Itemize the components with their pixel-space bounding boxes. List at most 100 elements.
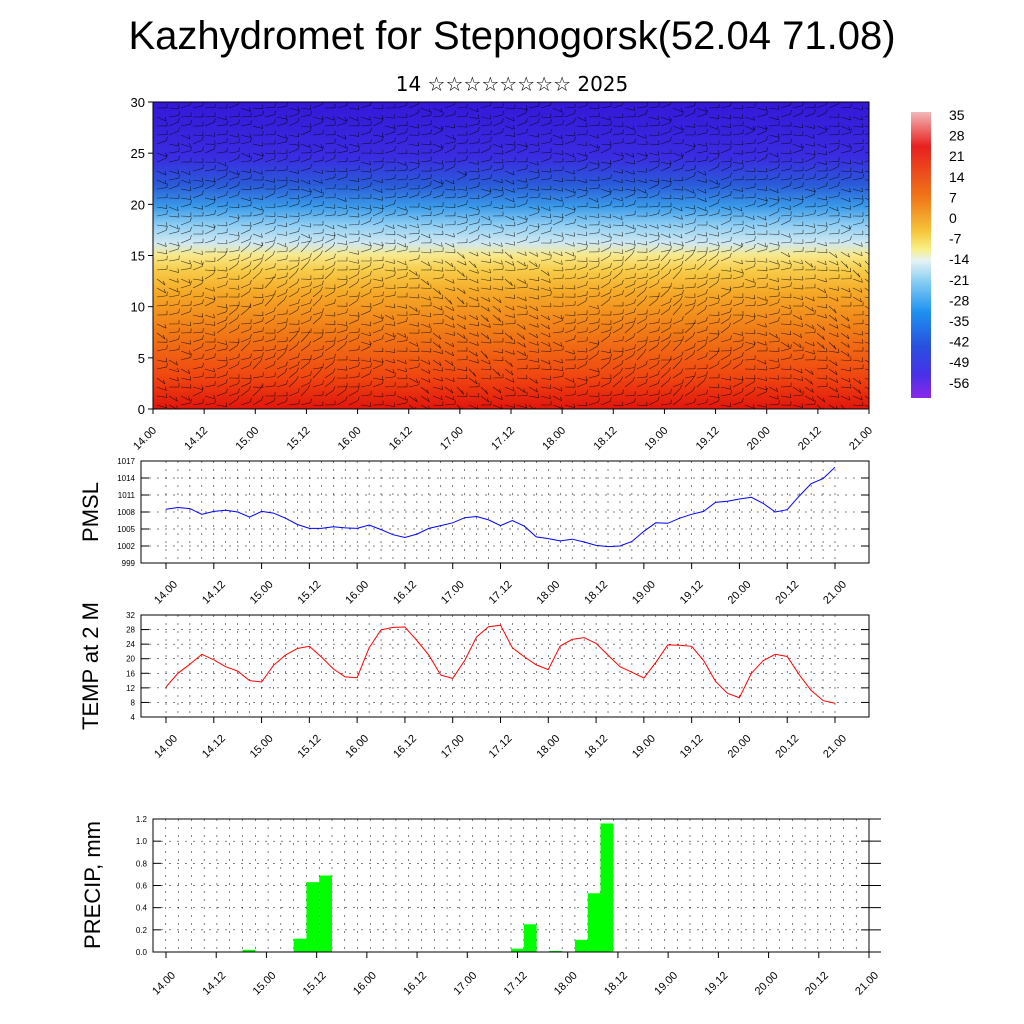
wind-barb-flag [165,226,168,231]
wind-barb-flag [238,190,240,195]
wind-barb [840,188,851,193]
wind-barb [804,152,815,155]
wind-barb [432,277,443,280]
wind-barb [420,314,431,318]
wind-barb-flag [814,109,816,114]
wind-barb-flag [451,361,454,366]
wind-barb-flag [381,241,383,246]
wind-barb [228,239,239,244]
wind-barb [516,358,527,361]
wind-barb-flag [561,197,563,202]
wind-barb [504,134,515,137]
wind-barb-flag [357,315,360,321]
wind-barb [324,314,335,317]
wind-barb [696,151,707,154]
wind-barb [660,166,671,172]
wind-barb-flag [764,242,767,247]
y-tick-label: 8 [131,698,136,707]
wind-barb-flag [461,390,465,395]
wind-barb [180,341,191,345]
wind-barb [408,161,419,164]
wind-barb [252,114,263,118]
wind-barb [552,368,563,372]
wind-barb-flag [334,353,336,358]
wind-barb [864,404,869,408]
wind-barb [828,314,838,322]
wind-barb-flag [225,402,228,407]
wind-barb [324,302,335,307]
wind-barb [528,206,539,210]
wind-barb-flag [297,132,300,138]
wind-barb-flag [213,394,215,399]
wind-barb-flag [226,370,228,375]
wind-barb-flag [777,395,779,400]
wind-barb [672,319,683,325]
wind-barb [864,332,869,335]
wind-barb-flag [404,260,407,265]
wind-barb-flag [177,241,179,246]
wind-barb [408,125,419,129]
wind-barb-flag [778,264,780,269]
wind-barb [576,167,587,172]
wind-barb [504,260,515,266]
wind-barb [492,114,503,118]
wind-barb [372,167,383,172]
wind-barb [312,394,323,397]
y-tick-label: 1.2 [136,815,148,824]
wind-barb [324,265,335,271]
wind-barb [828,350,839,353]
wind-barb-flag [585,152,587,157]
wind-barb-flag [286,222,288,227]
wind-barb [180,170,191,176]
wind-barb [180,197,191,200]
x-tick-label: 17.00 [438,425,466,453]
wind-barb-flag [573,403,575,408]
wind-barb-flag [453,162,456,167]
wind-barb-flag [632,153,635,158]
pmsl-x-axis: 14.00 14.12 15.00 15.12 16.00 16.12 17.00 17.12… [152,563,849,607]
wind-barb [744,346,755,352]
wind-barb [864,214,869,217]
wind-barb-flag [237,216,240,221]
wind-barb-flag [357,250,359,255]
wind-barb-flag [548,360,551,365]
wind-barb [540,341,551,347]
wind-barb [312,311,323,316]
wind-barb [732,355,743,361]
wind-barb [552,386,563,392]
wind-barb [468,213,479,217]
wind-barb-flag [346,147,348,152]
wind-barb [852,242,863,247]
wind-barb [168,377,179,382]
wind-barb [300,292,311,298]
x-tick-label: 16.12 [387,425,415,453]
wind-barb-flag [236,260,240,265]
wind-barb-flag [178,227,180,232]
wind-barb [216,116,227,121]
wind-barb [540,223,551,226]
wind-barb [564,179,576,181]
wind-barb [480,341,491,344]
wind-barb-flag [586,262,588,267]
wind-barb [576,152,587,157]
wind-barb [600,143,611,146]
wind-barb-flag [226,361,228,366]
pmsl-frame [140,460,870,564]
wind-barb-flag [860,288,863,293]
wind-barb [516,179,527,183]
wind-barb [480,350,488,359]
wind-barb-flag [658,336,660,341]
wind-barb [768,350,780,352]
wind-barb-flag [321,351,324,356]
wind-barb [240,337,251,343]
wind-barb-flag [813,153,816,158]
wind-barb [192,185,203,190]
wind-barb [744,319,755,325]
wind-barb [780,368,791,370]
wind-barb-flag [465,225,468,230]
wind-barb-flag [369,306,372,312]
wind-barb-flag [609,213,612,219]
wind-barb [756,260,767,263]
wind-barb [732,346,743,352]
wind-barb [600,357,611,361]
